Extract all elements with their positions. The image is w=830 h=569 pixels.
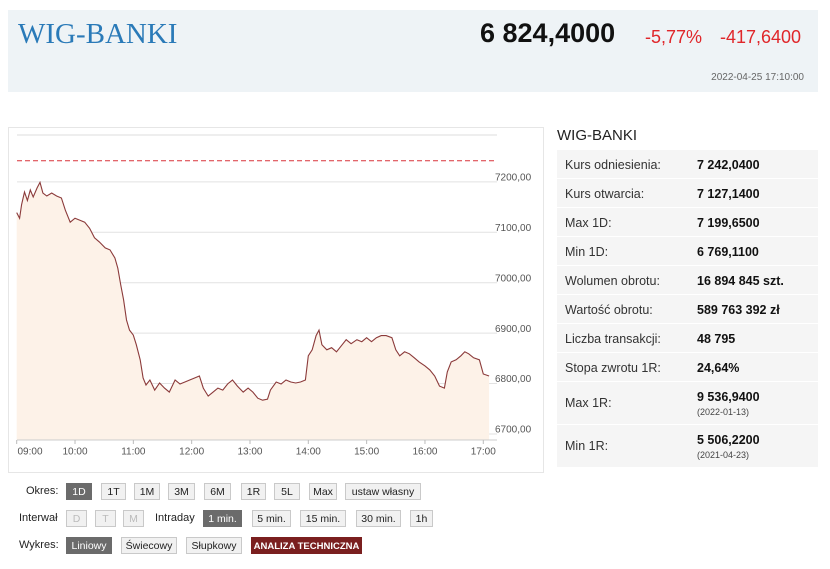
stats-row: Wartość obrotu: 589 763 392 zł xyxy=(557,295,818,324)
stats-row: Kurs odniesienia: 7 242,0400 xyxy=(557,150,818,179)
button[interactable]: 15 min. xyxy=(300,510,346,527)
stats-label: Stopa zwrotu 1R: xyxy=(565,361,661,375)
stats-row: Wolumen obrotu: 16 894 845 szt. xyxy=(557,266,818,295)
button[interactable]: 1R xyxy=(241,483,266,500)
stats-value: 16 894 845 szt. xyxy=(697,274,784,288)
x-tick-label: 09:00 xyxy=(17,447,42,458)
stats-row: Liczba transakcji: 48 795 xyxy=(557,324,818,353)
stats-label: Wolumen obrotu: xyxy=(565,274,660,288)
stats-label: Min 1D: xyxy=(565,245,609,259)
control-label: Interwał xyxy=(19,512,58,524)
stats-value: 7 242,0400 xyxy=(697,158,760,172)
stats-value: 48 795 xyxy=(697,332,736,346)
y-tick-label: 7000,00 xyxy=(495,273,532,284)
y-tick-label: 7100,00 xyxy=(495,223,532,234)
change: -417,6400 xyxy=(720,27,802,47)
button[interactable]: 3M xyxy=(168,483,195,500)
stats-label: Wartość obrotu: xyxy=(565,303,653,317)
button[interactable]: Liniowy xyxy=(66,537,112,554)
button[interactable]: D xyxy=(66,510,87,527)
x-tick-label: 10:00 xyxy=(63,447,88,458)
stats-label: Kurs odniesienia: xyxy=(565,158,661,172)
stats-value: 7 199,6500 xyxy=(697,216,760,230)
button[interactable]: T xyxy=(95,510,116,527)
stats-row: Min 1R: 5 506,2200 (2021-04-23) xyxy=(557,425,818,468)
y-tick-label: 6900,00 xyxy=(495,324,532,335)
stats-value: 589 763 392 zł xyxy=(697,303,780,317)
stats-label: Min 1R: xyxy=(565,439,609,453)
stats-label: Max 1R: xyxy=(565,396,612,410)
stats-label: Kurs otwarcia: xyxy=(565,187,645,201)
y-tick-label: 6800,00 xyxy=(495,374,532,385)
button[interactable]: 5 min. xyxy=(252,510,291,527)
control-label: Okres: xyxy=(26,485,59,497)
button[interactable]: 1h xyxy=(410,510,433,527)
button[interactable]: ANALIZA TECHNICZNA xyxy=(251,537,362,554)
x-tick-label: 16:00 xyxy=(412,447,437,458)
stats-row: Max 1D: 7 199,6500 xyxy=(557,208,818,237)
header-box xyxy=(8,10,818,92)
button[interactable]: 1T xyxy=(101,483,126,500)
x-tick-label: 11:00 xyxy=(121,447,146,458)
y-tick-label: 7200,00 xyxy=(495,173,532,184)
button[interactable]: 30 min. xyxy=(356,510,401,527)
control-label: Intraday xyxy=(155,512,195,524)
button[interactable]: 5L xyxy=(274,483,300,500)
stats-row: Min 1D: 6 769,1100 xyxy=(557,237,818,266)
x-tick-label: 17:00 xyxy=(471,447,496,458)
stats-title: WIG-BANKI xyxy=(557,127,638,144)
button[interactable]: 1M xyxy=(134,483,160,500)
stats-value: 24,64% xyxy=(697,361,740,375)
area xyxy=(16,182,490,440)
price-line xyxy=(16,180,490,401)
stats-label: Liczba transakcji: xyxy=(565,332,661,346)
x-tick-label: 13:00 xyxy=(237,447,262,458)
button[interactable]: 1D xyxy=(66,483,92,500)
stats-value: 5 506,2200 xyxy=(697,433,760,447)
x-tick-label: 12:00 xyxy=(179,447,204,458)
stats-label: Max 1D: xyxy=(565,216,612,230)
price: 6 824,4000 xyxy=(480,18,616,48)
control-label: Wykres: xyxy=(19,539,59,551)
button[interactable]: M xyxy=(123,510,144,527)
stats-date: (2022-01-13) xyxy=(697,407,750,417)
stats-table: Kurs odniesienia: 7 242,0400 Kurs otwarcia… xyxy=(557,150,818,468)
change-percent: -5,77% xyxy=(645,27,703,47)
stats-row: Kurs otwarcia: 7 127,1400 xyxy=(557,179,818,208)
stats-value: 9 536,9400 xyxy=(697,390,760,404)
button[interactable]: 1 min. xyxy=(203,510,242,527)
x-tick-label: 15:00 xyxy=(354,447,379,458)
button[interactable]: ustaw własny xyxy=(345,483,421,500)
button[interactable]: Świecowy xyxy=(121,537,177,554)
button[interactable]: 6M xyxy=(204,483,231,500)
instrument-title: WIG-BANKI xyxy=(18,18,178,50)
y-tick-label: 6700,00 xyxy=(495,425,532,436)
stats-value: 6 769,1100 xyxy=(697,245,759,259)
stats-row: Stopa zwrotu 1R: 24,64% xyxy=(557,353,818,382)
stats-value: 7 127,1400 xyxy=(697,187,760,201)
x-tick-label: 14:00 xyxy=(296,447,321,458)
button[interactable]: Max xyxy=(309,483,337,500)
button[interactable]: Słupkowy xyxy=(186,537,242,554)
stats-date: (2021-04-23) xyxy=(697,450,750,460)
stats-row: Max 1R: 9 536,9400 (2022-01-13) xyxy=(557,382,818,425)
timestamp: 2022-04-25 17:10:00 xyxy=(711,72,804,83)
